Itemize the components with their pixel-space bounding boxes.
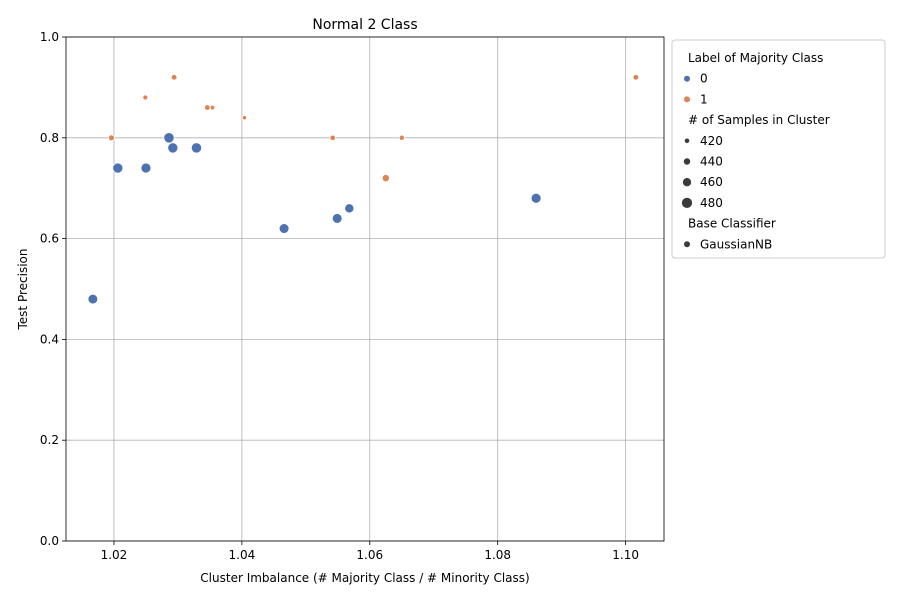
data-point-class-1 — [209, 104, 216, 111]
data-point-class-0 — [87, 293, 99, 305]
legend-class-0: 0 — [700, 72, 708, 86]
data-point-class-0 — [344, 203, 355, 214]
y-tick-label: 0.2 — [40, 433, 59, 447]
x-tick-label: 1.08 — [484, 548, 511, 562]
legend-size-420: 420 — [700, 134, 723, 148]
x-tick-label: 1.02 — [101, 548, 128, 562]
legend-style-title: Base Classifier — [688, 217, 776, 231]
axis-ticks: 1.02 1.04 1.06 1.08 1.10 0.0 0.2 0.4 0.6 0.8 1.0 — [40, 30, 639, 562]
y-tick-label: 1.0 — [40, 30, 59, 44]
data-point-class-0 — [278, 223, 290, 234]
legend-size-480-marker — [681, 197, 693, 209]
legend-size-440-marker — [683, 158, 691, 165]
data-point-class-0 — [167, 142, 179, 154]
x-tick-label: 1.04 — [229, 548, 256, 562]
legend-style-entry-marker — [684, 241, 690, 248]
legend-size-460-marker — [682, 178, 692, 187]
data-points — [87, 74, 640, 305]
legend-size-460: 460 — [700, 175, 723, 189]
legend-class-0-marker — [684, 75, 690, 82]
legend: Label of Majority Class 0 1 # of Samples in… — [671, 39, 886, 259]
legend-size-440: 440 — [700, 155, 723, 169]
legend-frame — [671, 39, 886, 259]
y-tick-label: 0.8 — [40, 131, 59, 145]
y-tick-label: 0.0 — [40, 534, 59, 548]
legend-class-1-marker — [684, 96, 690, 103]
chart-title: Normal 2 Class — [312, 17, 417, 33]
data-point-class-1 — [398, 134, 405, 141]
legend-hue-title: Label of Majority Class — [688, 51, 823, 65]
data-point-class-0 — [112, 162, 124, 174]
data-point-class-1 — [170, 74, 178, 81]
legend-size-480: 480 — [700, 196, 723, 210]
data-point-class-1 — [329, 134, 336, 141]
data-point-class-0 — [190, 142, 203, 154]
y-tick-label: 0.6 — [40, 232, 59, 246]
data-point-class-0 — [530, 192, 542, 204]
axes-frame — [65, 36, 665, 542]
data-point-class-0 — [163, 132, 175, 144]
y-tick-label: 0.4 — [40, 332, 59, 346]
legend-size-title: # of Samples in Cluster — [688, 113, 830, 127]
y-axis-title: Test Precision — [16, 249, 30, 331]
legend-size-420-marker — [684, 138, 690, 144]
data-point-class-1 — [632, 74, 640, 81]
data-point-class-1 — [142, 94, 149, 101]
data-point-class-1 — [381, 174, 390, 183]
data-point-class-1 — [108, 134, 115, 142]
x-tick-label: 1.06 — [356, 548, 383, 562]
x-axis-title: Cluster Imbalance (# Majority Class / # … — [200, 571, 529, 585]
legend-style-entry: GaussianNB — [700, 237, 772, 251]
data-point-class-1 — [204, 104, 211, 111]
legend-class-1: 1 — [700, 92, 708, 106]
data-point-class-0 — [331, 213, 343, 224]
data-point-class-0 — [140, 162, 152, 174]
x-tick-label: 1.10 — [612, 548, 639, 562]
data-point-class-1 — [241, 115, 248, 121]
